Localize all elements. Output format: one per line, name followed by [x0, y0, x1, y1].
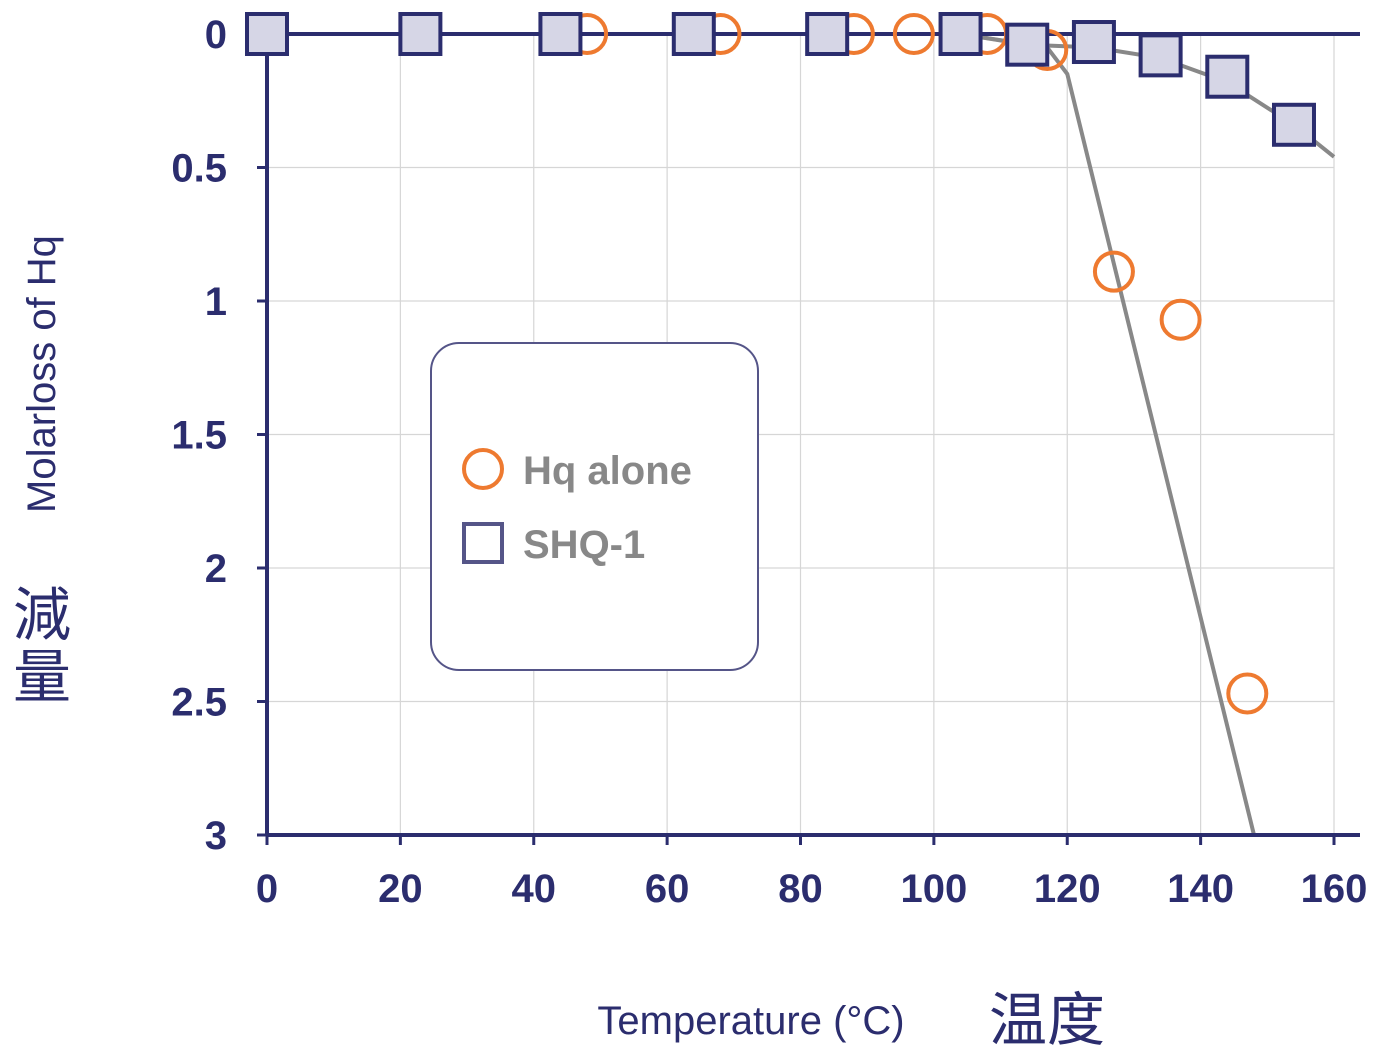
shq-1-point	[538, 12, 583, 56]
x-tick-label: 80	[778, 867, 823, 911]
x-tick-label: 40	[512, 867, 557, 911]
legend-square-marker	[462, 522, 504, 564]
hq-alone-point	[892, 13, 935, 55]
tick-labels: 0 20 40 60 80 100 120 140 160 0 0.5 1 1.5 2 2.5 3	[171, 13, 1367, 911]
shq-1-point	[938, 12, 983, 56]
shq-1-point	[671, 12, 716, 56]
y-tick-label: 1.5	[171, 414, 227, 458]
legend-label-hq-alone: Hq alone	[523, 449, 692, 493]
hq-alone-point	[1226, 672, 1269, 715]
x-tick-label: 60	[645, 867, 690, 911]
shq-1-point	[1138, 33, 1183, 78]
y-axis-title-jp-char-2: 量	[13, 643, 71, 711]
y-tick-label: 0	[205, 13, 227, 57]
shq-1-point	[1071, 20, 1116, 65]
y-tick-label: 2	[205, 547, 227, 591]
x-axis-title-jp: 温度	[989, 986, 1105, 1049]
legend: Hq alone SHQ-1	[430, 342, 759, 671]
shq-1-point	[245, 12, 289, 56]
x-tick-label: 160	[1301, 867, 1368, 911]
legend-circle-marker	[462, 448, 504, 490]
hq-alone-point	[1159, 298, 1202, 341]
y-tick-label: 3	[205, 814, 227, 858]
shq-1-point	[1205, 54, 1250, 99]
y-tick-label: 1	[205, 280, 227, 324]
legend-box	[430, 342, 759, 671]
x-tick-label: 20	[378, 867, 423, 911]
y-tick-label: 0.5	[171, 147, 227, 191]
hq-alone-point	[1092, 250, 1135, 293]
x-axis-title: Temperature (°C)	[597, 999, 904, 1043]
legend-label-shq-1: SHQ-1	[523, 523, 645, 567]
x-tick-label: 0	[256, 867, 278, 911]
shq-1-point	[1271, 102, 1316, 147]
shq-1-point	[1005, 22, 1050, 67]
shq-1-point	[398, 12, 443, 56]
data-points	[245, 12, 1316, 715]
x-tick-label: 100	[901, 867, 968, 911]
axes	[257, 32, 1360, 845]
y-tick-label: 2.5	[171, 681, 227, 725]
shq-1-point	[805, 12, 850, 56]
y-axis-title-jp-char-1: 減	[13, 581, 71, 649]
x-tick-label: 140	[1167, 867, 1234, 911]
grid	[267, 34, 1335, 835]
y-axis-title: Molarloss of Hq	[20, 235, 64, 513]
x-tick-label: 120	[1034, 867, 1101, 911]
